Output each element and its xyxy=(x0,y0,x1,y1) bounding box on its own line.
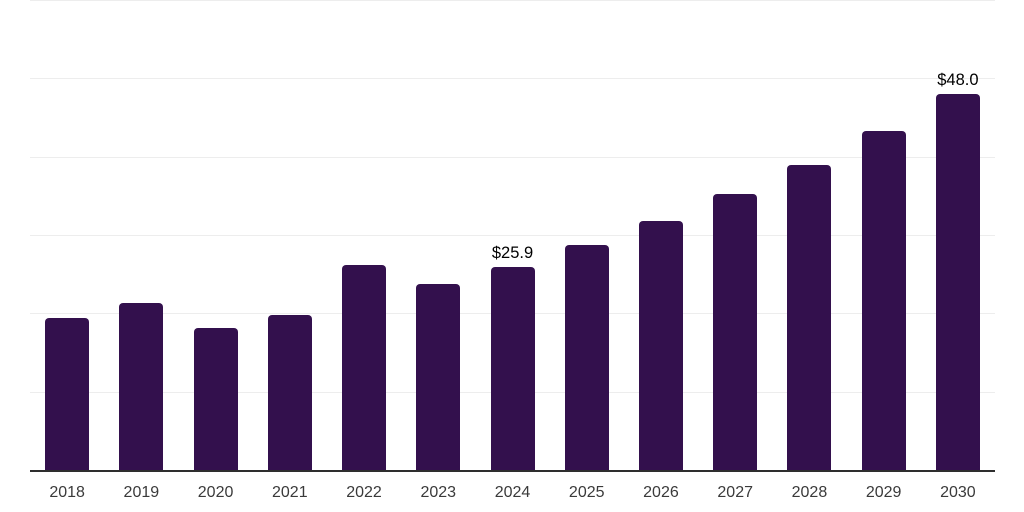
bar-value-label-2030: $48.0 xyxy=(937,70,979,89)
gridline xyxy=(30,78,995,80)
x-tick-label-2020: 2020 xyxy=(197,484,234,501)
x-tick-label-2030: 2030 xyxy=(940,484,976,501)
x-tick-label-2019: 2019 xyxy=(123,484,160,501)
bar-2025 xyxy=(564,245,609,470)
gridline xyxy=(30,156,995,158)
x-tick-label-2018: 2018 xyxy=(49,484,85,501)
x-tick-label-2029: 2029 xyxy=(865,484,902,501)
bar-2024 xyxy=(490,267,535,470)
bar-2020 xyxy=(193,328,238,470)
x-tick-label-2022: 2022 xyxy=(346,484,382,501)
bar-2028 xyxy=(787,164,832,470)
x-tick-label-2023: 2023 xyxy=(420,484,457,501)
x-tick-label-2021: 2021 xyxy=(272,484,308,501)
bar-2030 xyxy=(935,94,980,470)
gridline xyxy=(30,235,995,236)
bar-2022 xyxy=(342,264,387,470)
gridline xyxy=(30,0,995,1)
x-axis-labels: 2018 2019 2020 2021 2022 2023 2024 2025 2026 2027… xyxy=(30,483,995,507)
bar-value-label-2024: $25.9 xyxy=(491,243,534,262)
x-tick-label-2025: 2025 xyxy=(568,484,605,501)
x-tick-label-2024: 2024 xyxy=(494,484,531,501)
bar-2021 xyxy=(267,314,312,470)
plot-area: $25.9 $48.0 xyxy=(30,0,995,472)
bar-2029 xyxy=(861,130,906,470)
bar-2027 xyxy=(713,194,758,470)
bar-2019 xyxy=(119,303,164,470)
x-tick-label-2027: 2027 xyxy=(717,484,753,501)
x-tick-label-2026: 2026 xyxy=(643,484,679,501)
bar-2023 xyxy=(416,284,461,470)
x-tick-label-2028: 2028 xyxy=(791,484,828,501)
bar-2026 xyxy=(638,220,683,470)
bar-2018 xyxy=(45,318,90,470)
